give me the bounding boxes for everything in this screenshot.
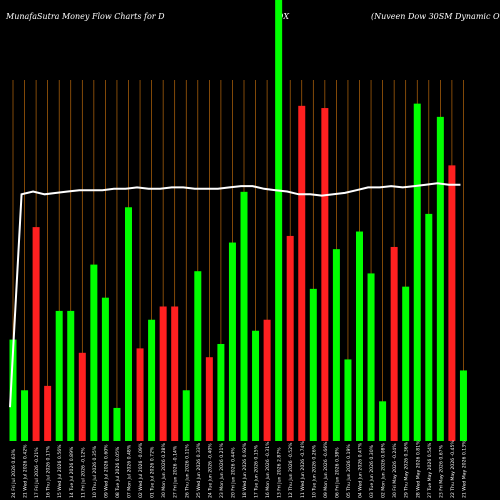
bar bbox=[55, 310, 63, 441]
x-tick-label: 12 Thu Jun 2026 -0.52% bbox=[288, 442, 294, 498]
x-tick-label: 30 Fri May 2026 -0.24% bbox=[392, 443, 398, 498]
x-tick-label: 02 Mon Jun 2026 0.08% bbox=[381, 443, 387, 498]
x-tick-label: 25 Wed Jun 2026 0.33% bbox=[196, 442, 202, 498]
bar bbox=[78, 352, 86, 441]
bar bbox=[356, 231, 363, 441]
x-tick-label: 28 Wed May 2026 0.81% bbox=[415, 440, 421, 498]
x-tick-label: 10 Thu Jul 2026 0.35% bbox=[92, 445, 98, 498]
x-tick-label: 13 Fri Jun 2026 2.87% bbox=[277, 447, 283, 498]
x-tick-label: 11 Wed Jun 2026 -0.74% bbox=[300, 441, 306, 498]
x-tick-label: 10 Tue Jun 2026 0.26% bbox=[311, 444, 317, 498]
bar bbox=[44, 385, 52, 441]
x-tick-label: 21 Wed May 2026 0.13% bbox=[461, 440, 467, 498]
bar bbox=[390, 246, 398, 441]
x-tick-label: 09 Mon Jun 2026 -0.66% bbox=[323, 441, 329, 498]
bar bbox=[298, 105, 306, 441]
chart-title-mid: DX bbox=[277, 12, 290, 21]
bar bbox=[425, 213, 433, 441]
bar bbox=[309, 288, 317, 441]
bar bbox=[32, 227, 40, 441]
bar bbox=[148, 319, 156, 441]
x-tick-label: 01 Tue Jul 2026 0.72% bbox=[150, 446, 156, 498]
bar bbox=[21, 390, 29, 441]
x-tick-label: 23 Mon Jun 2026 0.21% bbox=[219, 443, 225, 498]
bar bbox=[205, 357, 213, 441]
bar bbox=[448, 165, 456, 441]
bar bbox=[275, 0, 283, 441]
x-tick-label: 23 Fri May 2026 0.67% bbox=[438, 444, 444, 498]
x-tick-label: 15 Wed Jul 2026 0.56% bbox=[57, 444, 63, 498]
x-tick-label: 27 Tue May 2026 0.54% bbox=[427, 442, 433, 498]
bar bbox=[90, 264, 98, 441]
money-flow-line bbox=[9, 182, 461, 408]
x-tick-label: 29 Thu May 2026 0.36% bbox=[404, 441, 410, 498]
chart-title-left: MunafaSutra Money Flow Charts for D bbox=[6, 12, 165, 21]
x-tick-label: 22 Thu May 2026 -0.45% bbox=[450, 440, 456, 498]
bar bbox=[344, 359, 352, 441]
x-tick-label: 18 Wed Jun 2026 0.92% bbox=[242, 442, 248, 498]
x-tick-label: 24 Fri Jul 2026 0.63% bbox=[11, 448, 17, 498]
bar bbox=[136, 348, 144, 441]
x-tick-label: 16 Thu Jul 2026 0.17% bbox=[46, 445, 52, 498]
bar bbox=[194, 271, 202, 441]
x-tick-label: 05 Thu Jun 2026 0.19% bbox=[346, 444, 352, 498]
bar bbox=[332, 249, 340, 441]
x-tick-label: 11 Fri Jul 2026 -0.12% bbox=[80, 447, 86, 498]
bar bbox=[240, 191, 248, 441]
x-tick-label: 20 Fri Jun 2026 0.44% bbox=[230, 447, 236, 498]
x-tick-label: 03 Tue Jun 2026 0.30% bbox=[369, 444, 375, 498]
bar bbox=[286, 235, 294, 441]
bar bbox=[263, 319, 271, 441]
x-tick-label: 27 Fri Jun 2026 -0.14% bbox=[173, 445, 179, 498]
x-tick-label: 02 Wed Jul 2026 -0.09% bbox=[138, 442, 144, 498]
x-tick-label: 30 Mon Jun 2026 0.28% bbox=[161, 443, 167, 498]
x-tick-label: 16 Mon Jun 2026 -0.31% bbox=[265, 441, 271, 498]
bar bbox=[379, 401, 387, 441]
bar bbox=[159, 306, 167, 441]
bar bbox=[182, 390, 190, 441]
bar bbox=[252, 330, 260, 441]
bar bbox=[67, 310, 75, 441]
x-tick-label: 17 Fri Jul 2026 -0.21% bbox=[34, 447, 40, 498]
x-tick-label: 21 Wed Jul 2026 0.42% bbox=[23, 444, 29, 498]
x-tick-label: 06 Fri Jun 2026 0.38% bbox=[334, 447, 340, 498]
x-tick-label: 17 Tue Jun 2026 0.15% bbox=[254, 444, 260, 498]
bar bbox=[113, 407, 121, 441]
bar bbox=[9, 339, 17, 441]
x-tick-label: 08 Tue Jul 2026 0.05% bbox=[115, 446, 121, 498]
bar bbox=[101, 297, 109, 441]
x-tick-label: 26 Thu Jun 2026 0.11% bbox=[184, 444, 190, 498]
bar bbox=[171, 306, 179, 441]
bar bbox=[402, 286, 410, 441]
bar bbox=[459, 370, 467, 441]
x-tick-label: 14 Tue Jul 2026 0.89% bbox=[69, 446, 75, 498]
x-tick-label: 07 Mon Jul 2026 0.48% bbox=[127, 444, 133, 498]
bar bbox=[367, 273, 375, 441]
bar bbox=[125, 207, 132, 441]
chart-title-right: (Nuveen Dow 30SM Dynamic Overw bbox=[371, 12, 500, 21]
bar bbox=[413, 103, 421, 441]
bar bbox=[436, 116, 444, 442]
bar bbox=[321, 108, 329, 442]
x-tick-label: 24 Tue Jun 2026 -0.40% bbox=[207, 443, 213, 498]
bar bbox=[228, 242, 236, 441]
bar bbox=[217, 343, 225, 441]
x-tick-label: 09 Wed Jul 2026 0.60% bbox=[103, 444, 109, 498]
x-tick-label: 04 Wed Jun 2026 0.47% bbox=[358, 442, 364, 498]
